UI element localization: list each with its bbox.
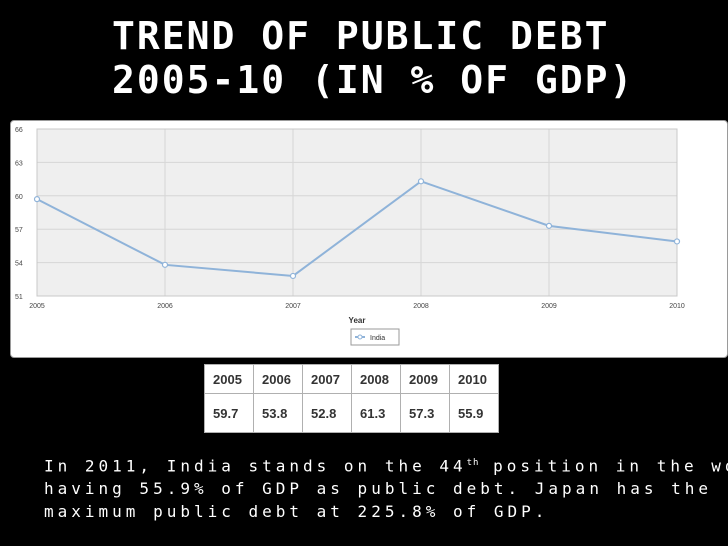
caption-line-1-start: In 2011, India stands on the 44	[44, 456, 467, 476]
table-cell-value: 59.7	[204, 393, 254, 433]
y-tick-label: 51	[15, 294, 23, 301]
data-point	[417, 178, 425, 185]
caption-line-2: having 55.9% of GDP as public debt. Japa…	[44, 479, 713, 499]
x-tick-label: 2008	[413, 303, 429, 310]
legend-box	[350, 328, 400, 346]
plot-border	[36, 128, 678, 297]
table-row-values: 59.7 53.8 52.8 61.3 57.3 55.9	[204, 393, 499, 433]
x-tick-label: 2005	[29, 303, 45, 310]
data-point	[545, 222, 553, 229]
caption-line-1-end: position in the world	[493, 456, 728, 476]
slide-title: Trend of Public Debt 2005-10 (in % of GD…	[112, 14, 635, 102]
table-cell-value: 55.9	[449, 393, 499, 433]
x-axis-label: Year	[349, 316, 366, 325]
table-cell-year: 2005	[204, 364, 254, 394]
data-point	[289, 272, 297, 280]
y-tick-label: 63	[15, 160, 23, 167]
table-cell-value: 52.8	[302, 393, 352, 433]
table-cell-value: 61.3	[351, 393, 401, 433]
caption-text: In 2011, India stands on the 44th positi…	[44, 452, 728, 523]
line-chart: 51 54 57 60 63 66 2005 2006 2007 2008 2009 2010 Year…	[10, 120, 728, 358]
table-cell-year: 2008	[351, 364, 401, 394]
table-cell-year: 2007	[302, 364, 352, 394]
y-tick-label: 66	[15, 127, 23, 134]
y-tick-label: 57	[15, 227, 23, 234]
legend-swatch-marker	[357, 334, 363, 340]
chart-svg: 51 54 57 60 63 66 2005 2006 2007 2008 2009 2010 Year…	[15, 127, 685, 346]
data-point	[673, 238, 681, 245]
data-point	[33, 196, 41, 203]
table-cell-value: 53.8	[253, 393, 303, 433]
caption-line-1: In 2011, India stands on the 44th positi…	[44, 452, 728, 477]
data-table: 2005 2006 2007 2008 2009 2010 59.7 53.8 …	[204, 364, 499, 433]
caption-superscript: th	[466, 458, 480, 468]
y-tick-label: 60	[15, 194, 23, 201]
x-tick-label: 2010	[669, 303, 685, 310]
x-tick-label: 2009	[541, 303, 557, 310]
table-cell-year: 2010	[449, 364, 499, 394]
legend-label-india: India	[370, 335, 385, 342]
table-cell-year: 2006	[253, 364, 303, 394]
table-cell-value: 57.3	[400, 393, 450, 433]
x-tick-label: 2006	[157, 303, 173, 310]
table-cell-year: 2009	[400, 364, 450, 394]
x-tick-label: 2007	[285, 303, 301, 310]
plot-area	[37, 129, 677, 296]
table-row-years: 2005 2006 2007 2008 2009 2010	[204, 364, 499, 394]
caption-line-3: maximum public debt at 225.8% of GDP.	[44, 502, 549, 522]
y-tick-label: 54	[15, 261, 23, 268]
data-point	[161, 261, 169, 268]
series-line-india	[36, 180, 678, 277]
